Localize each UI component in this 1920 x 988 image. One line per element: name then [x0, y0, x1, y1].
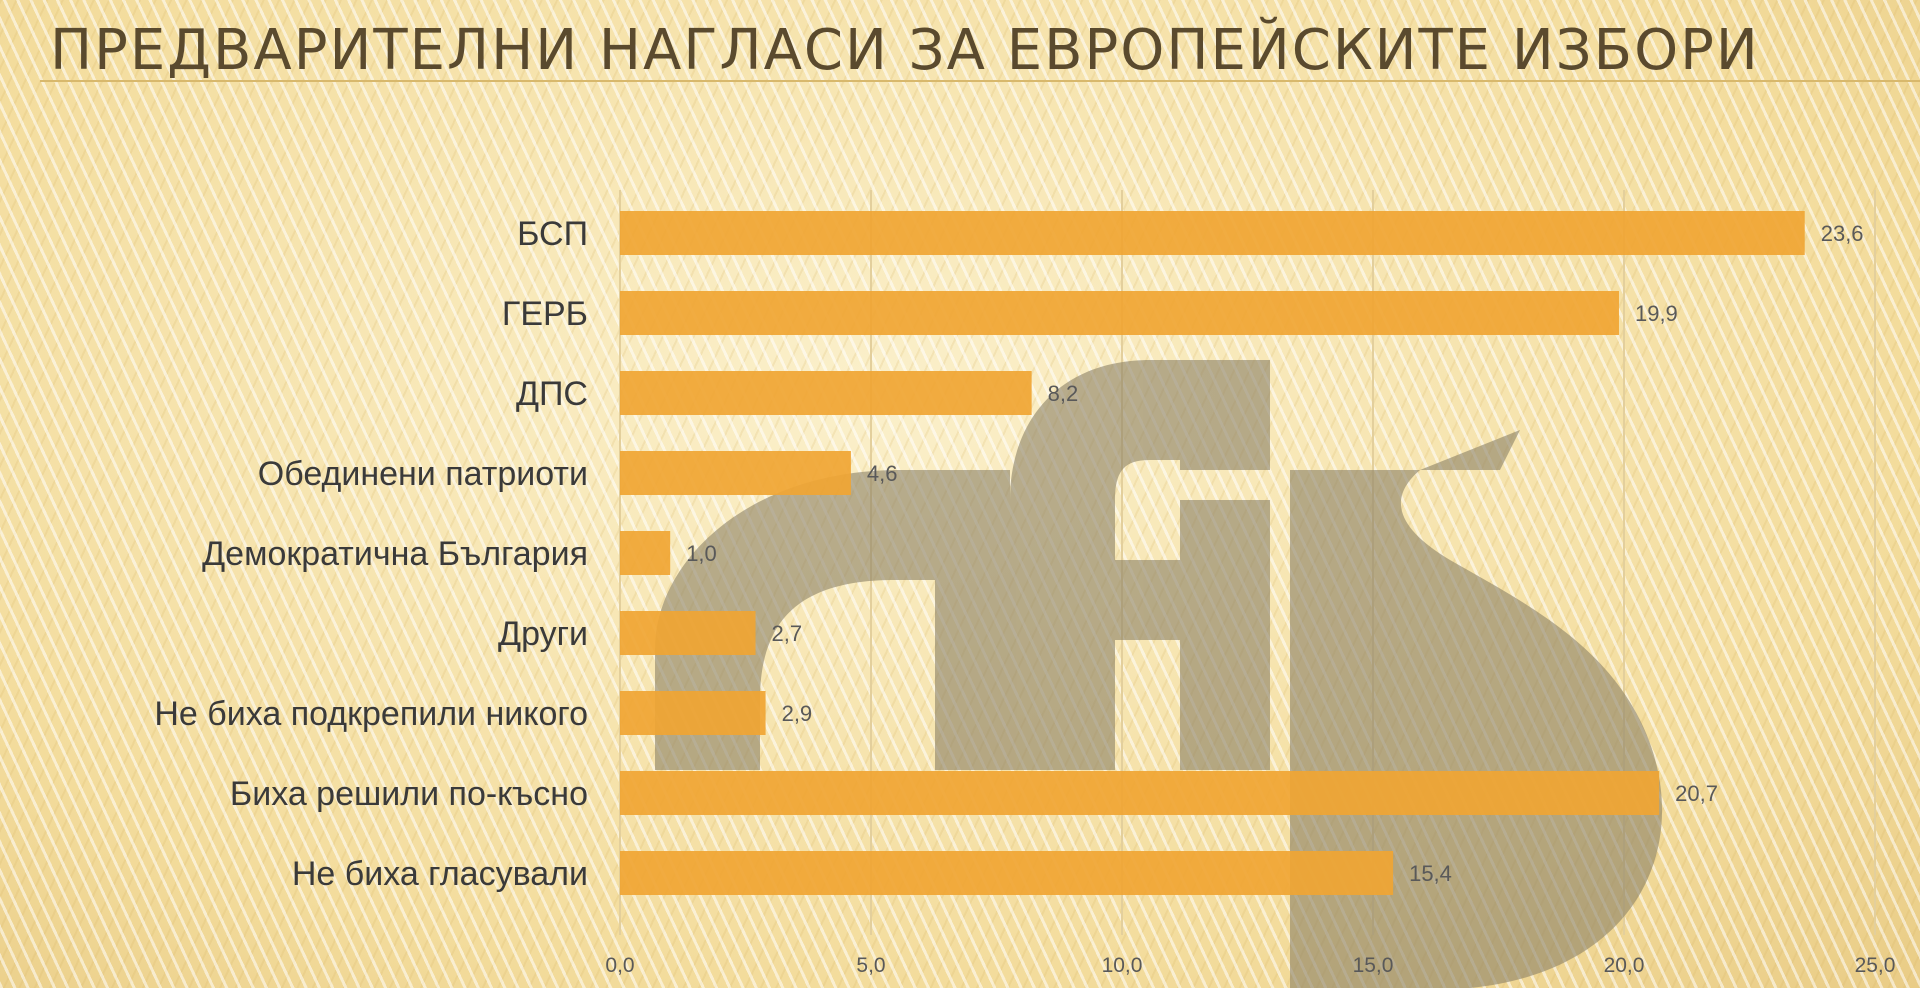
watermark-letter-i-dot [1180, 360, 1270, 470]
data-label: 2,9 [782, 701, 813, 726]
bar [620, 691, 766, 735]
title-underline [40, 80, 1920, 82]
bar [620, 531, 671, 575]
category-label: Не биха гласували [292, 855, 588, 893]
x-tick-label: 0,0 [605, 954, 634, 977]
bar [620, 851, 1394, 895]
x-tick-label: 10,0 [1102, 954, 1143, 977]
x-tick-label: 25,0 [1855, 954, 1896, 977]
data-label: 8,2 [1048, 381, 1079, 406]
data-label: 20,7 [1675, 781, 1718, 806]
x-tick-label: 20,0 [1604, 954, 1645, 977]
category-label: ДПС [516, 375, 588, 413]
x-axis: 0,0 5,0 10,0 15,0 20,0 25,0 [605, 954, 1895, 977]
category-label: ГЕРБ [502, 295, 588, 333]
category-label: Обединени патриоти [258, 455, 588, 493]
watermark-letter-i [1180, 500, 1270, 770]
bar [620, 771, 1660, 815]
bar [620, 291, 1619, 335]
category-label: Биха решили по-късно [230, 775, 588, 813]
data-label: 19,9 [1635, 301, 1678, 326]
category-label: Други [498, 615, 588, 653]
labels: БСП 23,6 ГЕРБ 19,9 ДПС 8,2 Обединени патриоти 4… [154, 215, 1863, 893]
bar [620, 211, 1805, 255]
x-tick-label: 15,0 [1353, 954, 1394, 977]
bar [620, 451, 851, 495]
data-label: 15,4 [1409, 861, 1452, 886]
data-label: 1,0 [686, 541, 717, 566]
data-label: 2,7 [772, 621, 803, 646]
bars [620, 211, 1805, 895]
watermark-letter-s [1290, 430, 1662, 988]
bar [620, 371, 1032, 415]
watermark-letter-f [1010, 360, 1180, 770]
category-label: Не биха подкрепили никого [154, 695, 588, 733]
data-label: 23,6 [1821, 221, 1864, 246]
bar [620, 611, 756, 655]
x-tick-label: 5,0 [856, 954, 885, 977]
data-label: 4,6 [867, 461, 898, 486]
category-label: БСП [517, 215, 588, 253]
slide-title: ПРЕДВАРИТЕЛНИ НАГЛАСИ ЗА ЕВРОПЕЙСКИТЕ ИЗ… [50, 18, 1760, 83]
category-label: Демократична България [202, 535, 588, 573]
